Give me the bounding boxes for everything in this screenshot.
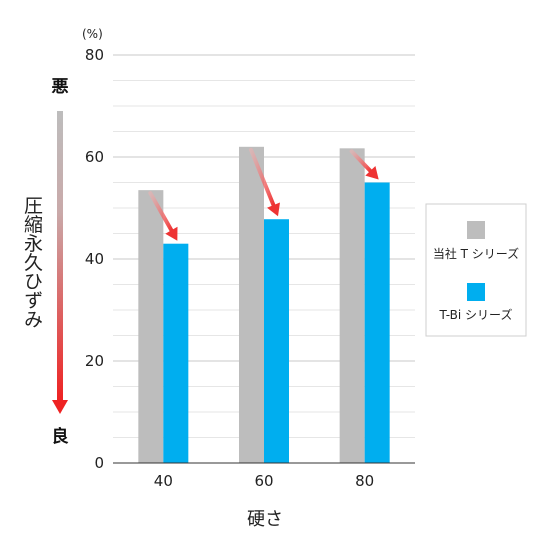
bar-t-series-80 xyxy=(339,148,365,463)
scale-bottom-label: 良 xyxy=(52,426,69,447)
scale-arrowhead xyxy=(52,400,68,414)
y-axis-label: 圧縮永久ひずみ xyxy=(21,196,43,329)
x-tick-label: 60 xyxy=(254,472,273,490)
improvement-arrows xyxy=(148,147,379,241)
legend-label-t-series: 当社 T シリーズ xyxy=(433,246,519,261)
legend-label-t-bi-series: T-Bi シリーズ xyxy=(439,307,513,322)
bar-t-series-40 xyxy=(138,190,164,463)
y-tick-label: 40 xyxy=(85,250,104,268)
bar-t-bi-series-40 xyxy=(163,243,189,463)
x-tick-label: 40 xyxy=(154,472,173,490)
y-axis-ticks: 0 20 40 60 80 xyxy=(85,46,104,472)
x-axis-ticks: 40 60 80 xyxy=(154,472,374,490)
x-tick-label: 80 xyxy=(355,472,374,490)
y-tick-label: 0 xyxy=(94,454,104,472)
legend-swatch-t-bi-series xyxy=(467,283,485,301)
bar-t-series-60 xyxy=(239,146,264,464)
arrow-head-40 xyxy=(165,226,178,241)
y-tick-label: 60 xyxy=(85,148,104,166)
arrow-head-80 xyxy=(365,165,379,180)
arrow-shaft-40 xyxy=(148,191,174,233)
scale-top-label: 悪 xyxy=(52,77,69,97)
legend-swatch-t-series xyxy=(467,221,485,239)
arrow-head-60 xyxy=(266,202,280,217)
y-tick-label: 20 xyxy=(85,352,104,370)
scale-bar xyxy=(57,111,63,401)
bar-t-bi-series-80 xyxy=(364,182,390,463)
quality-scale: 悪 良 xyxy=(52,77,69,447)
y-tick-label: 80 xyxy=(85,46,104,64)
legend: 当社 T シリーズ T-Bi シリーズ xyxy=(425,203,527,337)
y-unit-label: (%) xyxy=(82,27,103,41)
arrow-shaft-60 xyxy=(249,147,276,208)
x-axis-label: 硬さ xyxy=(247,509,283,530)
bar-t-bi-series-60 xyxy=(264,219,289,463)
arrow-shaft-80 xyxy=(349,149,373,173)
bars xyxy=(138,146,390,464)
